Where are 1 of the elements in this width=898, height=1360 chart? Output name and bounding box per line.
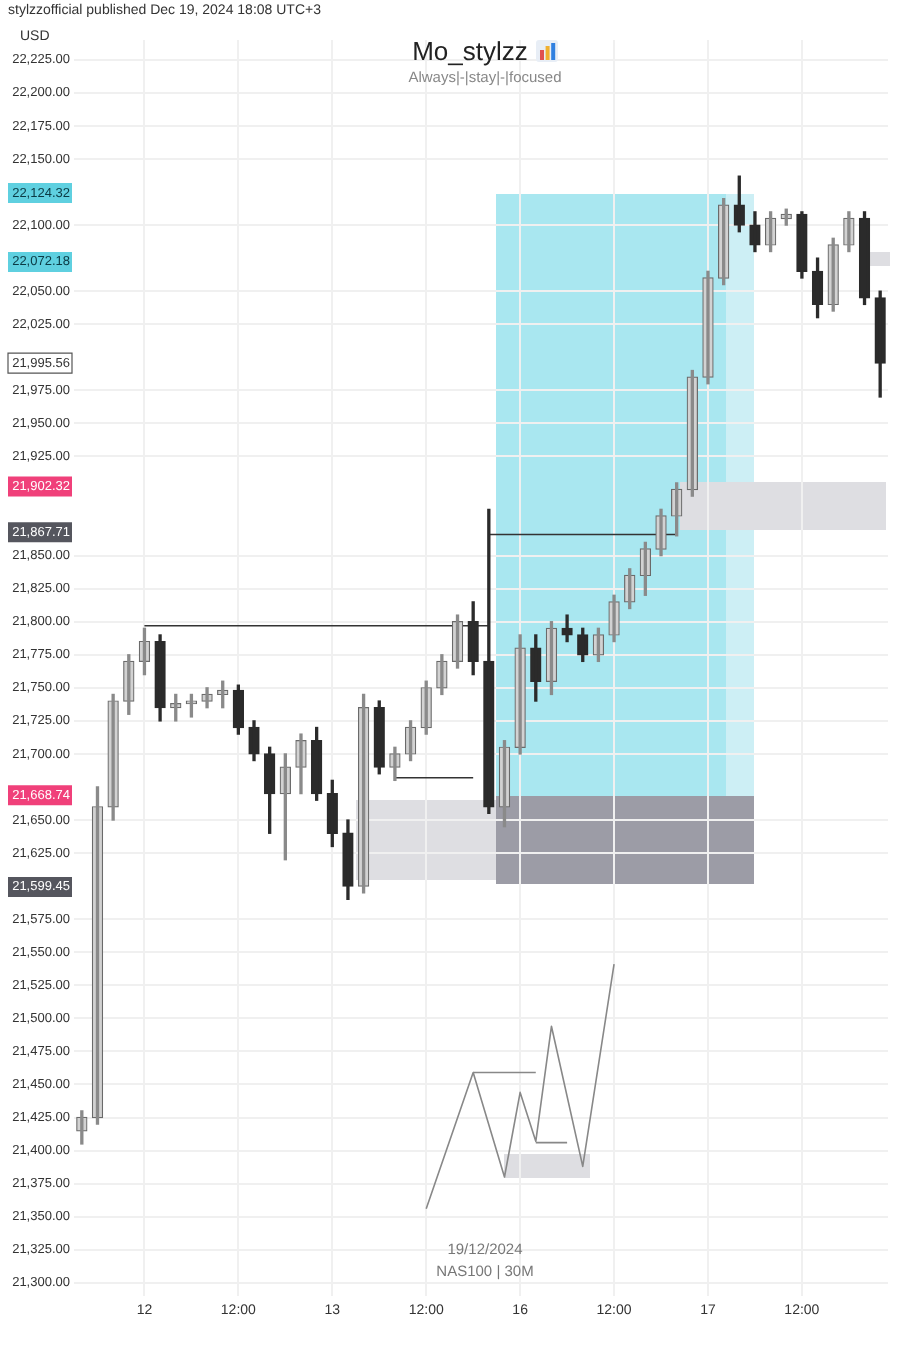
chart-title: Mo_stylzz [412,36,528,66]
